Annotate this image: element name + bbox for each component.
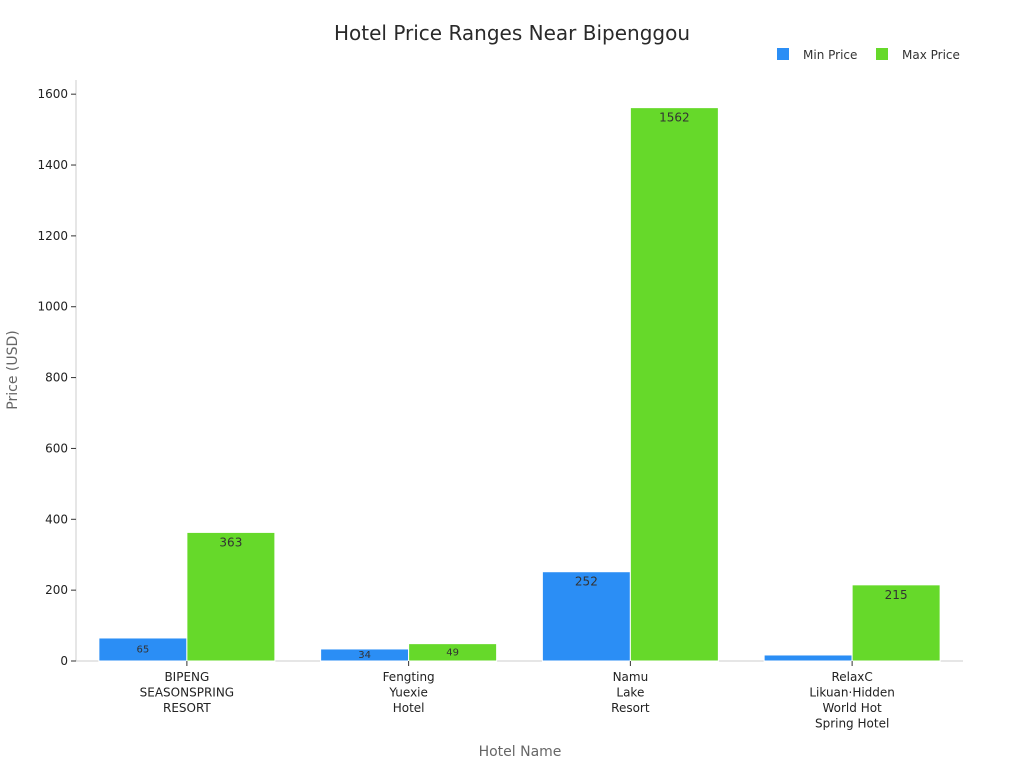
y-axis-ticks: 0 200 400 600 800 1000 1200 1400 1600 (37, 87, 76, 668)
x-tick-label: Fengting Yuexie Hotel (383, 670, 435, 715)
x-tick-label: BIPENG SEASONSPRING RESORT (140, 670, 234, 715)
bar-value-label: 49 (446, 647, 459, 658)
bar-max-price (408, 643, 498, 662)
y-tick-label: 600 (45, 441, 68, 455)
legend-label: Min Price (803, 48, 857, 62)
bar-value-label: 34 (358, 650, 371, 661)
bar-min-price (763, 654, 853, 662)
y-tick-label: 1000 (37, 300, 68, 314)
y-axis-title: Price (USD) (5, 330, 21, 409)
legend-swatch (876, 48, 888, 60)
y-tick-label: 200 (45, 583, 68, 597)
bar-value-label: 1562 (659, 111, 690, 125)
bar-max-price (851, 584, 941, 662)
y-tick-label: 800 (45, 371, 68, 385)
bar-max-price (186, 531, 276, 662)
y-tick-label: 1200 (37, 229, 68, 243)
bar-value-label: 252 (575, 575, 598, 589)
legend-swatch (777, 48, 789, 60)
bar-min-price (541, 571, 631, 662)
y-tick-label: 1600 (37, 87, 68, 101)
x-axis-title: Hotel Name (479, 744, 562, 760)
y-tick-label: 0 (60, 654, 68, 668)
bars-group (98, 107, 941, 662)
y-tick-label: 1400 (37, 158, 68, 172)
chart-legend: Min Price Max Price (777, 48, 960, 62)
x-tick-label: Namu Lake Resort (611, 670, 650, 715)
x-tick-label: RelaxC Likuan·Hidden World Hot Spring Hotel (809, 670, 895, 731)
bar-value-label: 65 (137, 644, 150, 655)
bar-value-label: 363 (219, 535, 242, 549)
bar-max-price (629, 107, 719, 662)
y-tick-label: 400 (45, 512, 68, 526)
chart-title: Hotel Price Ranges Near Bipenggou (334, 21, 690, 45)
bar-labels-group: 65 34 252 363 49 1562 215 (137, 111, 908, 661)
bar-value-label: 215 (885, 588, 908, 602)
x-axis-ticks: BIPENG SEASONSPRING RESORT Fengting Yuexie Ho… (140, 661, 895, 731)
legend-label: Max Price (902, 48, 960, 62)
